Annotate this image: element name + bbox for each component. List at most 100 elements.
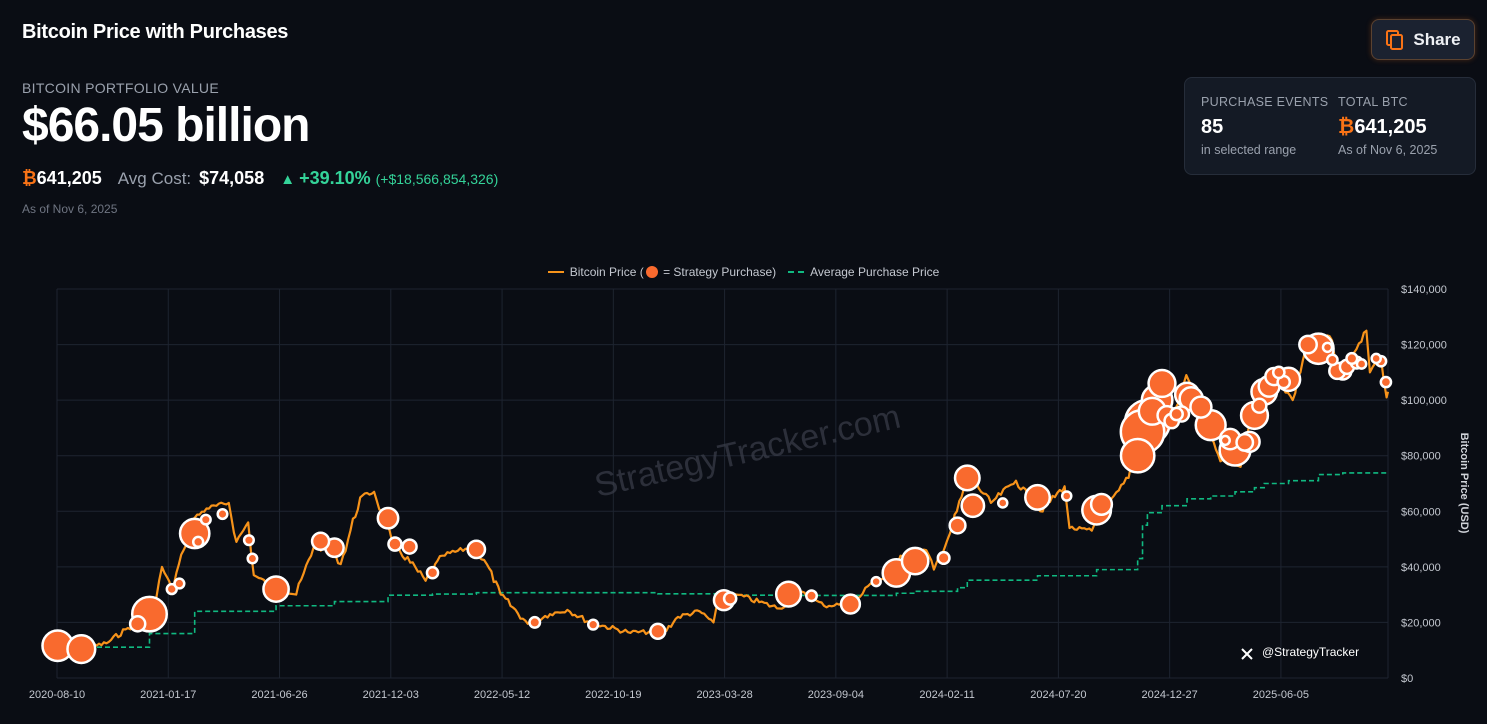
- as-of-date: As of Nov 6, 2025: [22, 202, 118, 216]
- purchase-marker: [191, 535, 205, 549]
- x-tick-label: 2021-01-17: [140, 689, 196, 701]
- purchase-events-value: 85: [1201, 116, 1224, 138]
- x-tick-label: 2024-02-11: [919, 689, 974, 701]
- purchase-marker: [953, 464, 981, 492]
- y-tick-label: $40,000: [1401, 562, 1441, 574]
- purchase-marker: [425, 565, 440, 580]
- purchase-marker: [1325, 353, 1339, 367]
- share-label: Share: [1413, 29, 1461, 49]
- purchase-marker: [262, 575, 290, 603]
- y-tick-label: $120,000: [1401, 340, 1447, 352]
- purchase-marker: [216, 508, 229, 521]
- purchase-marker: [1147, 368, 1177, 399]
- purchase-marker: [948, 516, 967, 535]
- purchase-marker: [128, 615, 147, 633]
- y-tick-label: $80,000: [1401, 451, 1441, 463]
- y-tick-label: $140,000: [1401, 284, 1447, 296]
- purchase-marker: [839, 593, 862, 615]
- purchase-marker: [246, 552, 259, 565]
- purchase-marker: [199, 513, 212, 526]
- purchase-marker: [1235, 432, 1255, 452]
- change-absolute: (+$18,566,854,326): [375, 171, 499, 187]
- share-button[interactable]: Share: [1371, 19, 1475, 60]
- legend-price-line-icon[interactable]: [547, 271, 564, 273]
- purchase-marker: [1219, 434, 1231, 447]
- purchase-marker: [722, 591, 738, 606]
- triangle-up-icon: ▲: [280, 171, 296, 188]
- purchase-marker: [870, 575, 882, 588]
- purchase-marker: [376, 506, 400, 530]
- purchase-marker: [401, 538, 418, 555]
- purchase-marker: [66, 633, 97, 665]
- average-purchase-path: [57, 472, 1389, 648]
- page-title: Bitcoin Price with Purchases: [22, 21, 289, 43]
- purchase-marker: [1119, 437, 1156, 474]
- purchase-marker: [1298, 334, 1318, 355]
- x-tick-label: 2023-03-28: [696, 689, 752, 701]
- purchase-marker: [1024, 483, 1052, 511]
- watermark: StrategyTracker.com: [591, 398, 904, 505]
- purchase-events-label: PURCHASE EVENTS: [1201, 95, 1329, 109]
- x-tick-label: 2021-06-26: [251, 689, 307, 701]
- avg-cost-value: $74,058: [199, 168, 265, 188]
- purchase-markers: [41, 332, 1393, 665]
- x-tick-label: 2025-06-05: [1253, 689, 1309, 701]
- purchase-marker: [1089, 492, 1114, 516]
- total-btc-value: 641,205: [1354, 116, 1427, 138]
- purchase-marker: [310, 531, 331, 552]
- chart-legend: Bitcoin Price ( = Strategy Purchase) Ave…: [0, 265, 1487, 279]
- grid: [56, 288, 1389, 679]
- purchase-marker: [1169, 406, 1184, 422]
- y-tick-label: $60,000: [1401, 506, 1441, 518]
- x-tick-label: 2023-09-04: [808, 689, 864, 701]
- purchase-marker: [996, 497, 1009, 509]
- x-tick-label: 2020-08-10: [29, 689, 85, 701]
- axis-ticks: $0 $20,000 $40,000 $60,000 $80,000 $100,000 $1…: [29, 284, 1447, 701]
- x-logo-icon: [1241, 648, 1253, 660]
- x-tick-label: 2024-07-20: [1030, 689, 1086, 701]
- legend-average-line-icon[interactable]: [788, 271, 805, 273]
- purchase-marker: [774, 580, 803, 608]
- x-tick-label: 2022-05-12: [474, 689, 530, 701]
- purchase-marker: [466, 539, 487, 560]
- btc-holdings: 641,205: [36, 168, 102, 188]
- purchase-events-sub: in selected range: [1201, 143, 1297, 157]
- avg-cost-label: Avg Cost:: [117, 169, 192, 188]
- purchase-marker: [936, 550, 951, 566]
- purchase-marker: [387, 536, 403, 552]
- bitcoin-symbol-icon: ₿: [1338, 116, 1355, 138]
- y-tick-label: $20,000: [1401, 617, 1441, 629]
- bitcoin-symbol-icon: ₿: [22, 168, 37, 188]
- y-tick-label: $0: [1401, 673, 1413, 685]
- portfolio-label: BITCOIN PORTFOLIO VALUE: [22, 80, 219, 96]
- y-axis-label: Bitcoin Price (USD): [1458, 433, 1470, 534]
- purchase-marker: [1355, 358, 1368, 370]
- purchase-marker: [649, 622, 667, 640]
- purchase-marker: [1060, 490, 1073, 502]
- portfolio-stats: ₿ 641,205 Avg Cost: $74,058 ▲ +39.10% (+…: [22, 168, 498, 189]
- legend-price-label[interactable]: Bitcoin Price ( = Strategy Purchase): [569, 265, 777, 279]
- total-btc-label: TOTAL BTC: [1338, 95, 1408, 109]
- x-tick-label: 2022-10-19: [585, 689, 641, 701]
- legend-average-label[interactable]: Average Purchase Price: [810, 265, 940, 279]
- purchase-dot-icon: [645, 266, 658, 278]
- purchase-marker: [1251, 397, 1268, 414]
- change-percent: +39.10%: [299, 168, 371, 188]
- x-tick-label: 2021-12-03: [363, 689, 419, 701]
- total-btc-sub: As of Nov 6, 2025: [1338, 143, 1438, 157]
- stats-card: PURCHASE EVENTS 85 in selected range TOT…: [1184, 77, 1476, 175]
- purchase-marker: [587, 618, 600, 631]
- purchase-marker: [1370, 352, 1382, 365]
- purchase-marker: [1345, 351, 1359, 366]
- purchase-marker: [960, 493, 986, 519]
- credit-handle: @StrategyTracker: [1262, 645, 1359, 659]
- purchase-marker: [1321, 341, 1334, 354]
- purchase-marker: [1379, 375, 1393, 389]
- purchase-marker: [805, 589, 818, 603]
- y-tick-label: $100,000: [1401, 395, 1447, 407]
- x-tick-label: 2024-12-27: [1142, 689, 1198, 701]
- purchase-marker: [528, 615, 542, 629]
- portfolio-value: $66.05 billion: [22, 99, 310, 152]
- average-purchase-line: [57, 472, 1389, 648]
